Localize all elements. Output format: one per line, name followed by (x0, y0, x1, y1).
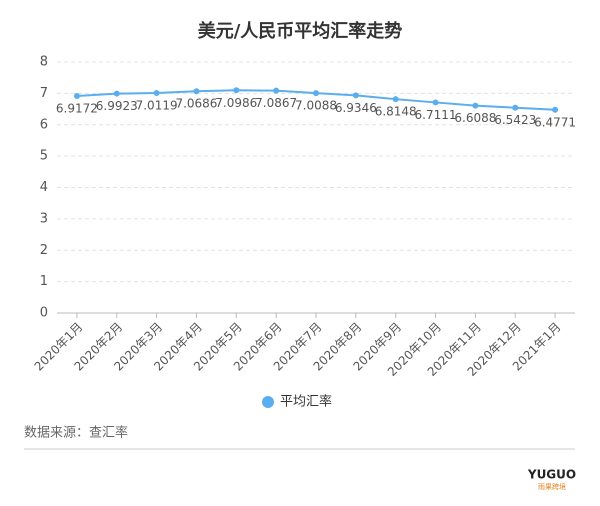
logo: YUGUO (527, 468, 576, 482)
data-label: 7.0119 (136, 99, 178, 113)
data-label: 6.9172 (56, 101, 98, 115)
point (432, 99, 439, 106)
point (392, 96, 399, 103)
point (153, 90, 160, 97)
y-tick-label: 6 (40, 117, 48, 132)
data-label: 7.0867 (255, 96, 297, 110)
point (233, 87, 240, 94)
data-label: 6.4771 (534, 115, 576, 129)
point (552, 106, 559, 113)
data-label: 7.0986 (215, 96, 257, 110)
y-tick-label: 5 (40, 149, 48, 164)
legend-marker (262, 396, 274, 408)
y-tick-label: 8 (40, 55, 48, 70)
point (273, 87, 280, 94)
data-label: 6.9923 (96, 99, 138, 113)
data-label: 6.5423 (494, 113, 536, 127)
y-tick-label: 1 (40, 274, 48, 289)
y-tick-label: 3 (40, 211, 48, 226)
point (313, 90, 319, 97)
data-label: 6.6088 (454, 111, 496, 125)
data-label: 6.8148 (375, 105, 417, 119)
data-label: 7.0088 (295, 99, 337, 113)
y-tick-label: 7 (40, 86, 48, 101)
y-tick-label: 0 (40, 306, 48, 321)
y-tick-label: 2 (40, 243, 48, 258)
source: 数据来源：查汇率 (24, 425, 128, 441)
point (113, 90, 120, 97)
y-tick-label: 4 (40, 180, 48, 195)
point (472, 102, 479, 109)
data-label: 6.7111 (415, 108, 457, 122)
point (352, 92, 359, 99)
point (73, 92, 80, 99)
chart-title: 美元/人民币平均汇率走势 (198, 20, 403, 42)
data-label: 6.9346 (335, 101, 377, 115)
logo-subtitle: 雨果跨境 (538, 482, 566, 491)
data-label: 7.0686 (175, 97, 217, 111)
point (512, 104, 519, 111)
legend-label: 平均汇率 (280, 394, 332, 410)
point (193, 88, 200, 95)
